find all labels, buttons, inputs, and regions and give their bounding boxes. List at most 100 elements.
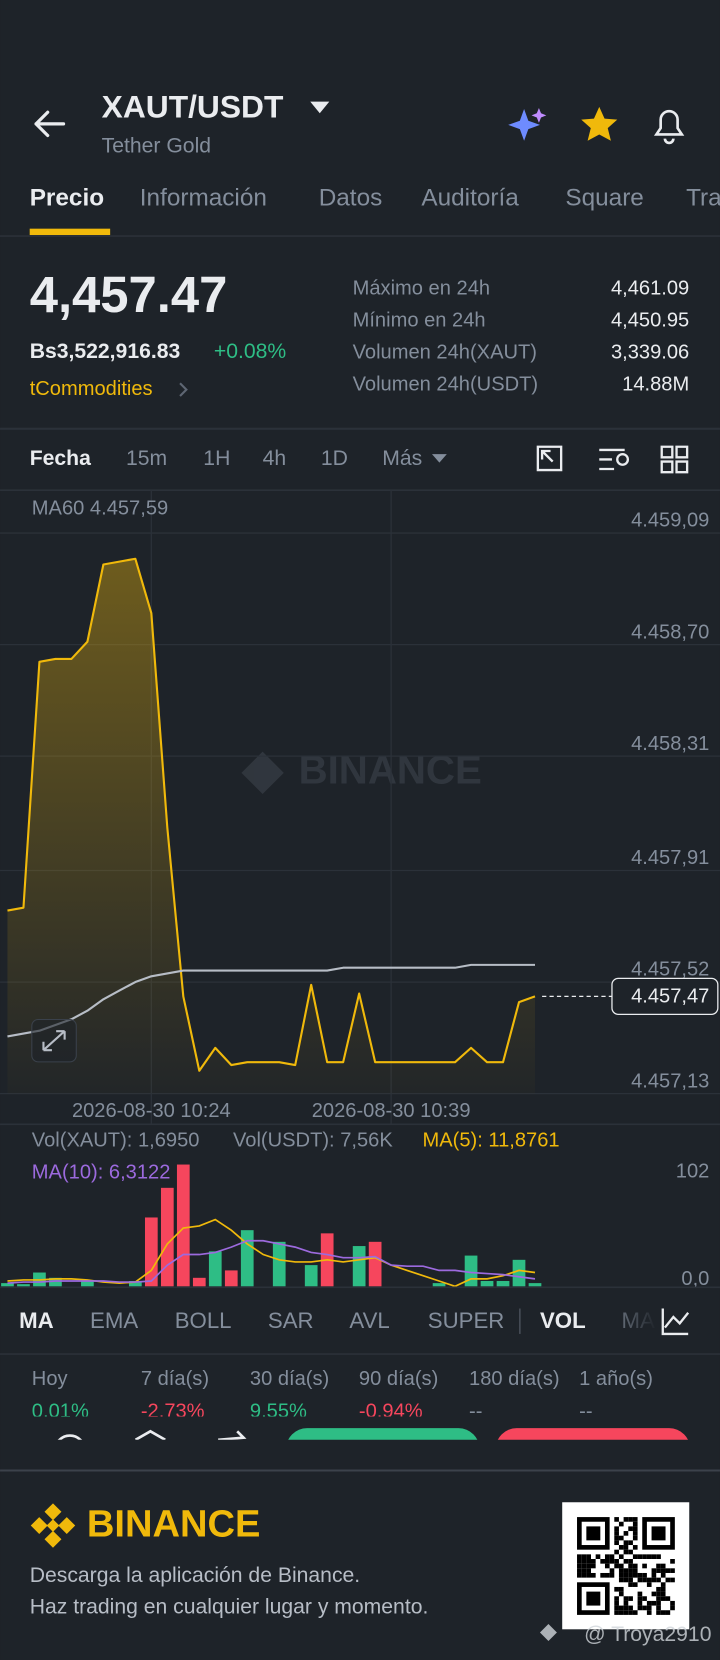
period-label: 180 día(s)	[469, 1368, 560, 1390]
price-change: +0.08%	[214, 340, 287, 363]
interval[interactable]: Más	[382, 447, 422, 470]
y-tick-label: 0,0	[681, 1268, 709, 1290]
fullscreen-button[interactable]	[31, 1018, 77, 1063]
chart-watermark: BINANCE	[241, 747, 482, 795]
stat-label: Volumen 24h(USDT)	[353, 374, 539, 396]
action-icon[interactable]	[55, 1434, 85, 1466]
qr-cell	[632, 1610, 638, 1615]
tab[interactable]: Tra	[686, 184, 720, 211]
qr-cell	[609, 1554, 615, 1560]
volume-bar	[352, 1246, 366, 1287]
interval[interactable]: 15m	[126, 447, 167, 470]
indicator-tab[interactable]: AVL	[349, 1308, 389, 1333]
qr-cell	[628, 1572, 633, 1578]
qr-cell	[632, 1572, 638, 1578]
ai-button[interactable]	[508, 107, 547, 141]
tab[interactable]: Información	[140, 184, 267, 211]
qr-cell	[642, 1596, 647, 1601]
volume-bar	[144, 1217, 158, 1287]
qr-cell	[665, 1610, 671, 1615]
qr-cell	[651, 1591, 657, 1597]
qr-cell	[628, 1605, 633, 1611]
buy-button[interactable]	[286, 1428, 480, 1470]
brand-logo	[30, 1503, 76, 1548]
y-tick-label: 4.458,31	[631, 733, 709, 755]
qr-cell	[604, 1559, 610, 1564]
indicator-tab[interactable]: EMA	[90, 1308, 138, 1333]
y-tick-label: 4.459,09	[631, 510, 709, 532]
qr-cell	[618, 1572, 624, 1578]
layout-icon[interactable]	[660, 445, 689, 474]
qr-cell	[618, 1545, 624, 1550]
indicator-tab[interactable]: BOLL	[175, 1308, 232, 1333]
price-line	[7, 963, 535, 1038]
qr-cell	[618, 1535, 624, 1541]
indicator-tab[interactable]: SAR	[268, 1308, 314, 1333]
qr-cell	[618, 1610, 624, 1615]
qr-cell	[642, 1572, 647, 1578]
interval[interactable]: 4h	[263, 447, 287, 470]
qr-cell	[614, 1531, 619, 1536]
qr-cell	[614, 1596, 619, 1601]
tab[interactable]: Square	[565, 184, 643, 211]
action-icon[interactable]	[134, 1429, 166, 1440]
qr-cell	[642, 1563, 647, 1569]
qr-cell	[614, 1526, 619, 1532]
more-dropdown[interactable]	[431, 454, 447, 463]
period-value: 9,55%	[250, 1401, 307, 1423]
favorite-star[interactable]	[581, 106, 618, 141]
y-tick-label: 102	[676, 1160, 710, 1182]
qr-cell	[623, 1568, 629, 1573]
qr-cell	[665, 1568, 671, 1573]
qr-cell	[586, 1554, 592, 1560]
tab[interactable]: Datos	[319, 184, 383, 211]
stat-value: 3,339.06	[611, 341, 689, 363]
qr-cell	[632, 1582, 638, 1587]
interval[interactable]: Fecha	[30, 447, 91, 470]
interval-bar: Fecha 15m 1H 4h 1D Más	[30, 447, 423, 470]
qr-cell	[623, 1596, 629, 1601]
category-tag[interactable]: tCommodities	[30, 378, 153, 400]
pair-dropdown[interactable]	[310, 101, 330, 114]
qr-cell	[660, 1610, 666, 1615]
back-button[interactable]	[34, 110, 66, 138]
qr-cell	[577, 1559, 582, 1564]
qr-cell	[660, 1568, 666, 1573]
interval[interactable]: 1H	[203, 447, 230, 470]
current-price-label: 4.457,47	[631, 986, 709, 1008]
qr-cell	[651, 1600, 657, 1606]
tab-bar: Precio Información Datos Auditoría Square Tra	[30, 184, 720, 211]
qr-cell	[628, 1568, 633, 1573]
qr-cell	[628, 1540, 633, 1546]
qr-cell	[623, 1540, 629, 1546]
qr-cell	[632, 1545, 638, 1550]
performance-values: 0,01% -2,73% 9,55% -0,94% -- --	[32, 1401, 593, 1423]
qr-cell	[581, 1559, 587, 1564]
qr-cell	[609, 1572, 615, 1578]
alert-bell[interactable]	[653, 109, 685, 145]
volume-ma-line	[7, 1239, 536, 1284]
depth-icon[interactable]	[536, 445, 563, 472]
indicator-tab[interactable]: MA	[19, 1308, 54, 1333]
qr-cell	[614, 1563, 619, 1569]
pair-title[interactable]: XAUT/USDT	[102, 88, 284, 124]
qr-cell	[586, 1563, 592, 1569]
ai-sparkle-small	[531, 107, 547, 123]
qr-cell	[623, 1600, 629, 1606]
indicator-tab[interactable]: VOL	[540, 1308, 586, 1333]
qr-cell	[646, 1605, 652, 1611]
sell-button[interactable]	[496, 1428, 691, 1470]
indicator-tab[interactable]: SUPER	[428, 1308, 505, 1333]
volume-bar	[128, 1280, 142, 1287]
price-chart: BINANCE 4.459,09 4.458,70 4.458,31 4.457,91…	[0, 490, 720, 1125]
tab[interactable]: Auditoría	[421, 184, 519, 211]
action-icon[interactable]	[218, 1430, 247, 1440]
period-label: Hoy	[32, 1368, 69, 1390]
tab[interactable]: Precio	[30, 184, 104, 211]
qr-cell	[618, 1586, 624, 1592]
interval[interactable]: 1D	[321, 447, 348, 470]
settings-icon[interactable]	[599, 448, 630, 471]
indicator-settings[interactable]	[661, 1308, 690, 1336]
performance: 0,01% -2,73% 9,55% -0,94% -- -- Hoy 7 día(s) 30 …	[32, 1368, 653, 1423]
